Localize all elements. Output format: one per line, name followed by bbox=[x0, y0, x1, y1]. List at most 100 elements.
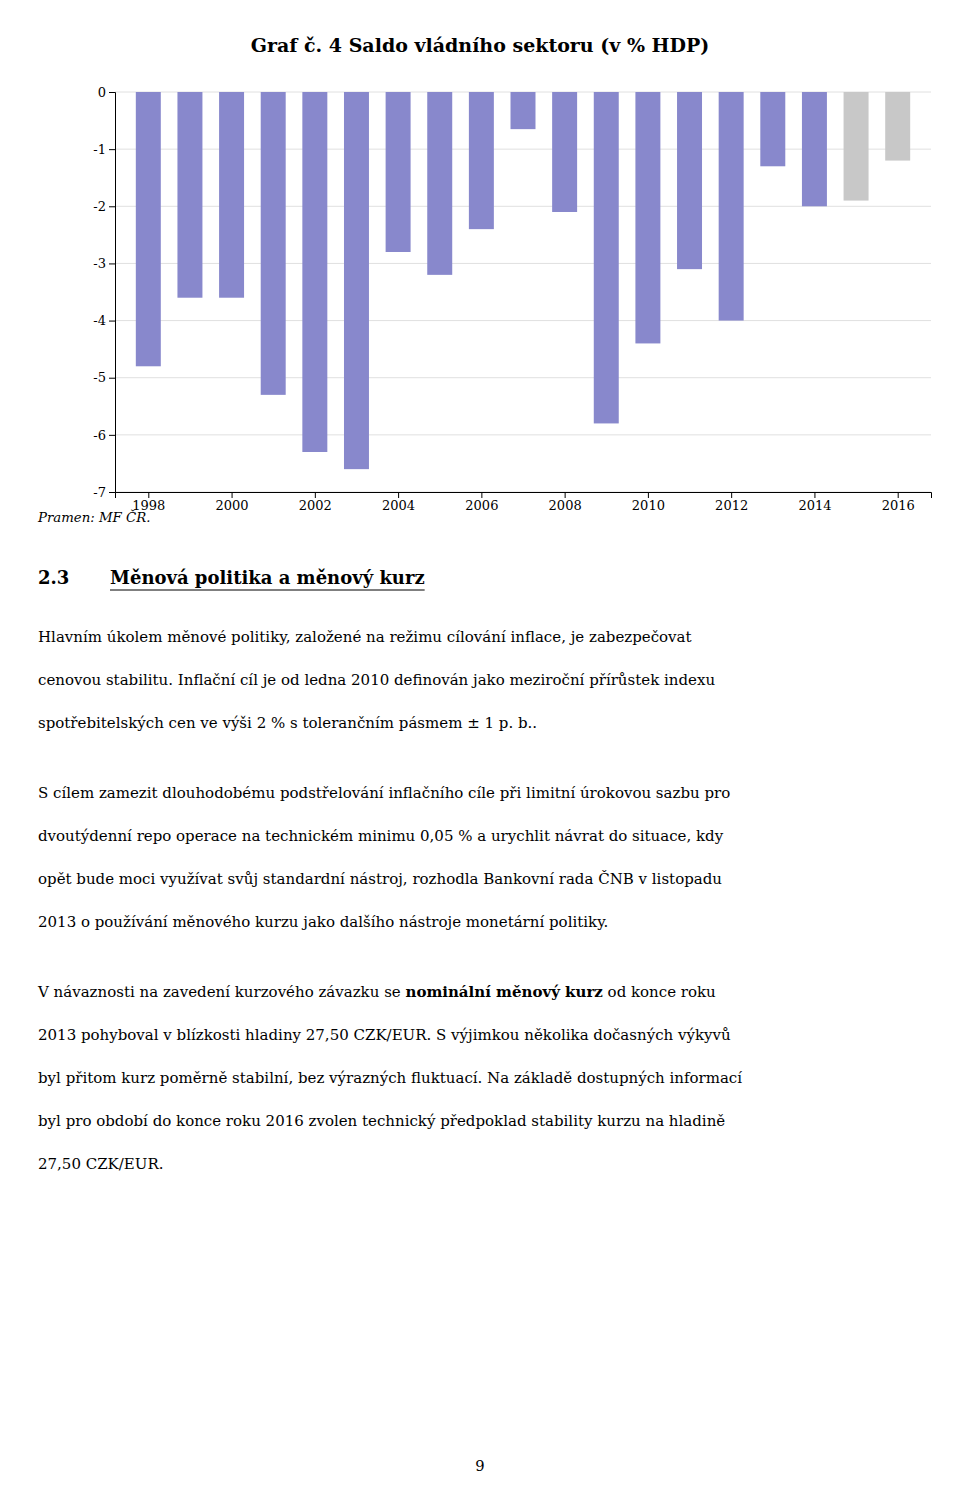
bars bbox=[136, 92, 910, 469]
x-axis: 1998200020022004200620082010201220142016 bbox=[116, 492, 932, 513]
body-line: byl pro období do konce roku 2016 zvolen… bbox=[38, 1112, 725, 1130]
x-tick-label: 2004 bbox=[382, 498, 415, 513]
bar bbox=[635, 92, 660, 343]
grid bbox=[115, 92, 931, 492]
bar bbox=[719, 92, 744, 321]
x-tick-mark bbox=[481, 492, 482, 498]
x-tick: 2014 bbox=[798, 492, 831, 513]
y-tick-label: -6 bbox=[93, 428, 106, 443]
x-tick-mark bbox=[148, 492, 149, 498]
page-background bbox=[0, 0, 960, 1509]
y-tick: -7 bbox=[93, 485, 115, 500]
x-tick: 2016 bbox=[882, 492, 915, 513]
chart-title: Graf č. 4 Saldo vládního sektoru (v % HD… bbox=[251, 34, 710, 56]
x-tick: 2004 bbox=[382, 492, 415, 513]
grid-line bbox=[115, 320, 931, 321]
bar bbox=[594, 92, 619, 423]
bar bbox=[552, 92, 577, 212]
y-tick: 0 bbox=[98, 85, 115, 100]
y-tick-mark bbox=[109, 92, 115, 93]
bar bbox=[177, 92, 202, 298]
y-tick-label: 0 bbox=[98, 85, 106, 100]
body-run: nominální měnový kurz bbox=[405, 983, 603, 1001]
x-tick-mark bbox=[731, 492, 732, 498]
bar bbox=[386, 92, 411, 252]
heading-underline bbox=[110, 589, 425, 590]
grid-line bbox=[115, 377, 931, 378]
x-tick-label: 2010 bbox=[632, 498, 665, 513]
body-line: spotřebitelských cen ve výši 2 % s toler… bbox=[38, 714, 537, 732]
x-tick-mark bbox=[898, 492, 899, 498]
bar bbox=[427, 92, 452, 275]
section-heading: Měnová politika a měnový kurz bbox=[110, 567, 425, 588]
y-tick-mark bbox=[109, 206, 115, 207]
body-run: V návaznosti na zavedení kurzového závaz… bbox=[37, 983, 405, 1001]
body-line: opět bude moci využívat svůj standardní … bbox=[38, 870, 722, 888]
x-tick: 2000 bbox=[216, 492, 249, 513]
bar bbox=[511, 92, 536, 129]
x-tick-label: 2006 bbox=[465, 498, 498, 513]
y-tick-label: -3 bbox=[93, 256, 106, 271]
y-tick-mark bbox=[109, 263, 115, 264]
bar bbox=[302, 92, 327, 452]
bar bbox=[844, 92, 869, 201]
y-tick: -1 bbox=[93, 142, 115, 157]
y-tick-mark bbox=[109, 378, 115, 379]
body-line: Hlavním úkolem měnové politiky, založené… bbox=[38, 628, 692, 646]
x-tick-mark bbox=[565, 492, 566, 498]
x-tick-mark bbox=[398, 492, 399, 498]
x-tick: 2002 bbox=[299, 492, 332, 513]
x-tick-label: 2002 bbox=[299, 498, 332, 513]
axis-domain bbox=[116, 493, 932, 499]
body-line: byl přitom kurz poměrně stabilní, bez vý… bbox=[38, 1069, 742, 1087]
y-tick-mark bbox=[109, 149, 115, 150]
y-tick-label: -4 bbox=[93, 313, 106, 328]
source-note: Pramen: MF ČR. bbox=[37, 509, 150, 525]
x-tick: 2006 bbox=[465, 492, 498, 513]
x-tick-mark bbox=[232, 492, 233, 498]
bar bbox=[219, 92, 244, 298]
page: Graf č. 4 Saldo vládního sektoru (v % HD… bbox=[0, 0, 960, 1509]
bar bbox=[760, 92, 785, 166]
y-tick-mark bbox=[109, 321, 115, 322]
x-tick-label: 2008 bbox=[549, 498, 582, 513]
y-tick: -3 bbox=[93, 256, 115, 271]
y-axis: 0 -1 -2 -3 -4 -5 -6 -7 bbox=[93, 85, 115, 500]
x-tick-mark bbox=[814, 492, 815, 498]
bar bbox=[885, 92, 910, 161]
section-number: 2.3 bbox=[38, 567, 69, 588]
grid-line bbox=[115, 434, 931, 435]
body-line: 2013 pohyboval v blízkosti hladiny 27,50… bbox=[38, 1026, 731, 1044]
body-text: Hlavním úkolem měnové politiky, založené… bbox=[37, 628, 742, 1173]
y-tick-label: -1 bbox=[93, 142, 106, 157]
y-tick-mark bbox=[109, 492, 115, 493]
bar bbox=[344, 92, 369, 469]
body-run: od konce roku bbox=[603, 983, 716, 1001]
y-tick-label: -2 bbox=[93, 199, 106, 214]
bar bbox=[261, 92, 286, 395]
y-tick: -6 bbox=[93, 428, 115, 443]
y-tick: -5 bbox=[93, 370, 115, 385]
y-tick-mark bbox=[109, 435, 115, 436]
x-tick: 2008 bbox=[549, 492, 582, 513]
bar bbox=[802, 92, 827, 206]
chart: 0-1-2-3-4-5-6-71998200020022004200620082… bbox=[93, 85, 931, 514]
x-tick-label: 2012 bbox=[715, 498, 748, 513]
page-number: 9 bbox=[475, 1457, 484, 1474]
y-tick: -2 bbox=[93, 199, 115, 214]
body-line: cenovou stabilitu. Inflační cíl je od le… bbox=[38, 671, 715, 689]
y-tick-label: -7 bbox=[93, 485, 106, 500]
bar bbox=[469, 92, 494, 229]
x-tick-label: 2014 bbox=[798, 498, 831, 513]
body-line: 27,50 CZK/EUR. bbox=[38, 1155, 164, 1173]
bar bbox=[136, 92, 161, 366]
body-line: 2013 o používání měnového kurzu jako dal… bbox=[38, 913, 608, 931]
body-line: dvoutýdenní repo operace na technickém m… bbox=[38, 827, 724, 845]
x-tick-label: 2000 bbox=[216, 498, 249, 513]
x-tick: 2010 bbox=[632, 492, 665, 513]
body-line: V návaznosti na zavedení kurzového závaz… bbox=[37, 983, 716, 1001]
axis-domain bbox=[109, 93, 116, 493]
bar bbox=[677, 92, 702, 269]
x-tick-mark bbox=[315, 492, 316, 498]
body-line: S cílem zamezit dlouhodobému podstřelová… bbox=[38, 784, 730, 802]
